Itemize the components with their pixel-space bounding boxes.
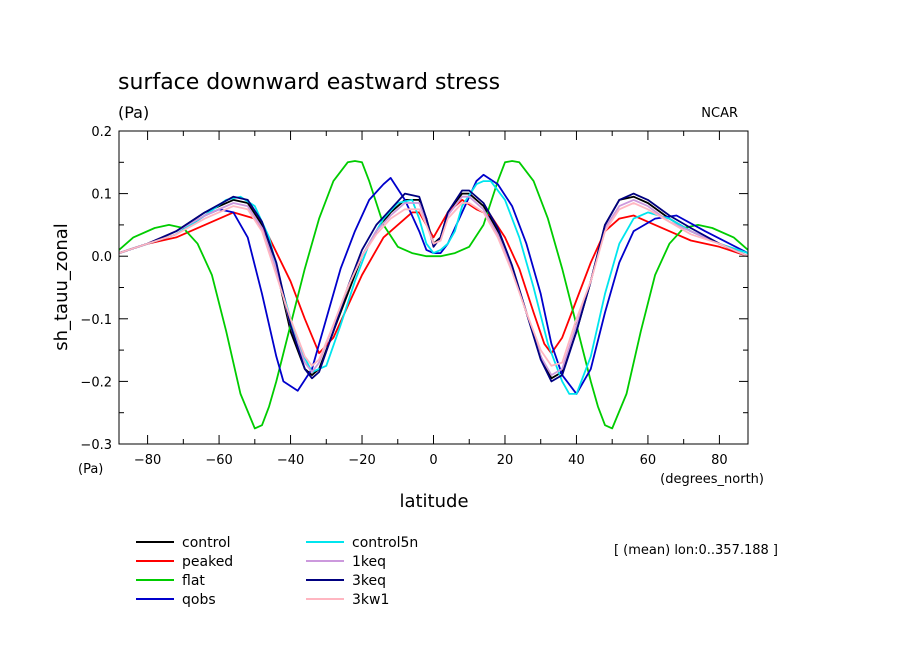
plot-frame [118, 130, 749, 445]
x-tick-label: 60 [640, 453, 657, 468]
x-tick-label: −40 [277, 453, 304, 468]
y-axis-ticks: −0.3 −0.2 −0.1 0.0 0.1 0.2 [80, 125, 748, 453]
x-tick-label: −60 [205, 453, 232, 468]
x-tick-label: 20 [497, 453, 514, 468]
x-axis-title: latitude [399, 491, 468, 512]
plot-area: −80 −60 −40 −20 0 20 40 60 80 −0.3 −0.2 −0.1 0.0 0.1… [80, 125, 749, 468]
y-tick-label: 0.1 [91, 188, 112, 203]
series-line-flat [119, 160, 748, 430]
legend-label-flat: flat [182, 573, 205, 589]
series-line-3kw1 [119, 202, 748, 367]
x-tick-label: 40 [568, 453, 585, 468]
series-layer [119, 160, 748, 430]
x-axis-units: (degrees_north) [660, 472, 764, 487]
legend-label-control: control [182, 535, 231, 551]
x-tick-label: 80 [711, 453, 728, 468]
source-label: NCAR [701, 106, 738, 121]
y-tick-label: 0.2 [91, 125, 112, 140]
x-tick-label: −20 [348, 453, 375, 468]
y-tick-label: −0.2 [80, 375, 112, 390]
y-tick-label: −0.1 [80, 313, 112, 328]
series-line-peaked [119, 198, 748, 355]
x-tick-label: 0 [429, 453, 437, 468]
y-tick-label: −0.3 [80, 438, 112, 453]
chart-title: surface downward eastward stress [118, 70, 500, 95]
x-tick-label: −80 [134, 453, 161, 468]
legend-label-1keq: 1keq [352, 554, 386, 570]
y-axis-units: (Pa) [78, 462, 103, 477]
legend-label-3keq: 3keq [352, 573, 386, 589]
legend: control peaked flat qobs control5n 1keq 3keq 3k… [136, 535, 418, 608]
series-line-qobs [119, 173, 748, 395]
legend-label-qobs: qobs [182, 592, 216, 608]
y-tick-label: 0.0 [91, 250, 112, 265]
legend-label-peaked: peaked [182, 554, 233, 570]
legend-label-3kw1: 3kw1 [352, 592, 389, 608]
mean-annotation: [ (mean) lon:0..357.188 ] [614, 543, 778, 558]
y-axis-title: sh_tauu_zonal [51, 223, 72, 351]
x-axis-ticks: −80 −60 −40 −20 0 20 40 60 80 [134, 131, 728, 468]
chart-units-label: (Pa) [118, 103, 149, 122]
legend-label-control5n: control5n [352, 535, 418, 551]
